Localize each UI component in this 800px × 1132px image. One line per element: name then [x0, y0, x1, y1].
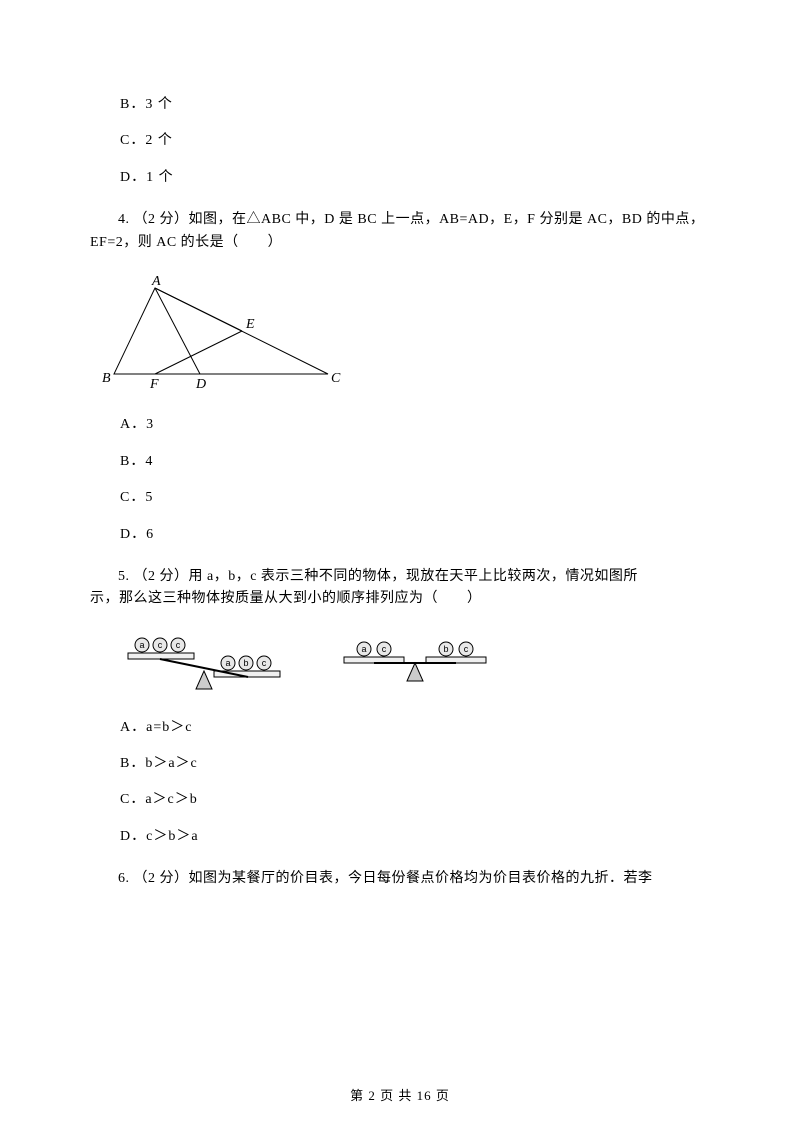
q5-balance-figures: a c c a b c — [120, 631, 710, 701]
q4-triangle-figure: A B C D E F — [100, 274, 710, 400]
svg-text:a: a — [225, 658, 230, 668]
q5-balance1: a c c a b c — [120, 631, 290, 701]
q4-option-a: A．3 — [120, 414, 710, 436]
svg-text:c: c — [158, 640, 163, 650]
svg-text:A: A — [151, 274, 161, 289]
q4-stem: 4. （2 分）如图，在△ABC 中，D 是 BC 上一点，AB=AD，E，F … — [90, 209, 710, 254]
q5-option-a: A．a=b＞c — [120, 717, 710, 739]
svg-text:a: a — [361, 644, 366, 654]
q4-option-d: D．6 — [120, 524, 710, 546]
q5-balance2: a c b c — [330, 631, 500, 701]
q4-option-b: B．4 — [120, 451, 710, 473]
q4-stem-line1: 4. （2 分）如图，在△ABC 中，D 是 BC 上一点，AB=AD，E，F … — [90, 209, 710, 231]
q5-option-c: C．a＞c＞b — [120, 789, 710, 811]
svg-text:C: C — [331, 371, 341, 386]
svg-text:B: B — [102, 371, 111, 386]
q3-option-d: D．1 个 — [120, 167, 710, 189]
q3-option-c: C．2 个 — [120, 130, 710, 152]
q6-stem: 6. （2 分）如图为某餐厅的价目表，今日每份餐点价格均为价目表价格的九折．若李 — [90, 868, 710, 890]
svg-text:c: c — [382, 644, 387, 654]
q4-option-c: C．5 — [120, 487, 710, 509]
page-footer: 第 2 页 共 16 页 — [0, 1085, 800, 1104]
svg-text:D: D — [195, 377, 206, 392]
svg-text:c: c — [176, 640, 181, 650]
svg-text:c: c — [464, 644, 469, 654]
q5-option-d: D．c＞b＞a — [120, 826, 710, 848]
svg-text:a: a — [139, 640, 144, 650]
q5-stem-line1: 5. （2 分）用 a，b，c 表示三种不同的物体，现放在天平上比较两次，情况如… — [90, 566, 710, 588]
q6-stem-line1: 6. （2 分）如图为某餐厅的价目表，今日每份餐点价格均为价目表价格的九折．若李 — [90, 868, 710, 890]
svg-text:c: c — [262, 658, 267, 668]
svg-text:b: b — [243, 658, 248, 668]
svg-text:E: E — [245, 317, 255, 332]
q5-stem: 5. （2 分）用 a，b，c 表示三种不同的物体，现放在天平上比较两次，情况如… — [90, 566, 710, 611]
svg-text:F: F — [149, 377, 159, 392]
q3-option-b: B．3 个 — [120, 94, 710, 116]
q5-stem-line2: 示，那么这三种物体按质量从大到小的顺序排列应为（ ） — [90, 588, 710, 610]
q5-option-b: B．b＞a＞c — [120, 753, 710, 775]
svg-text:b: b — [443, 644, 448, 654]
q4-stem-line2: EF=2，则 AC 的长是（ ） — [90, 232, 710, 254]
